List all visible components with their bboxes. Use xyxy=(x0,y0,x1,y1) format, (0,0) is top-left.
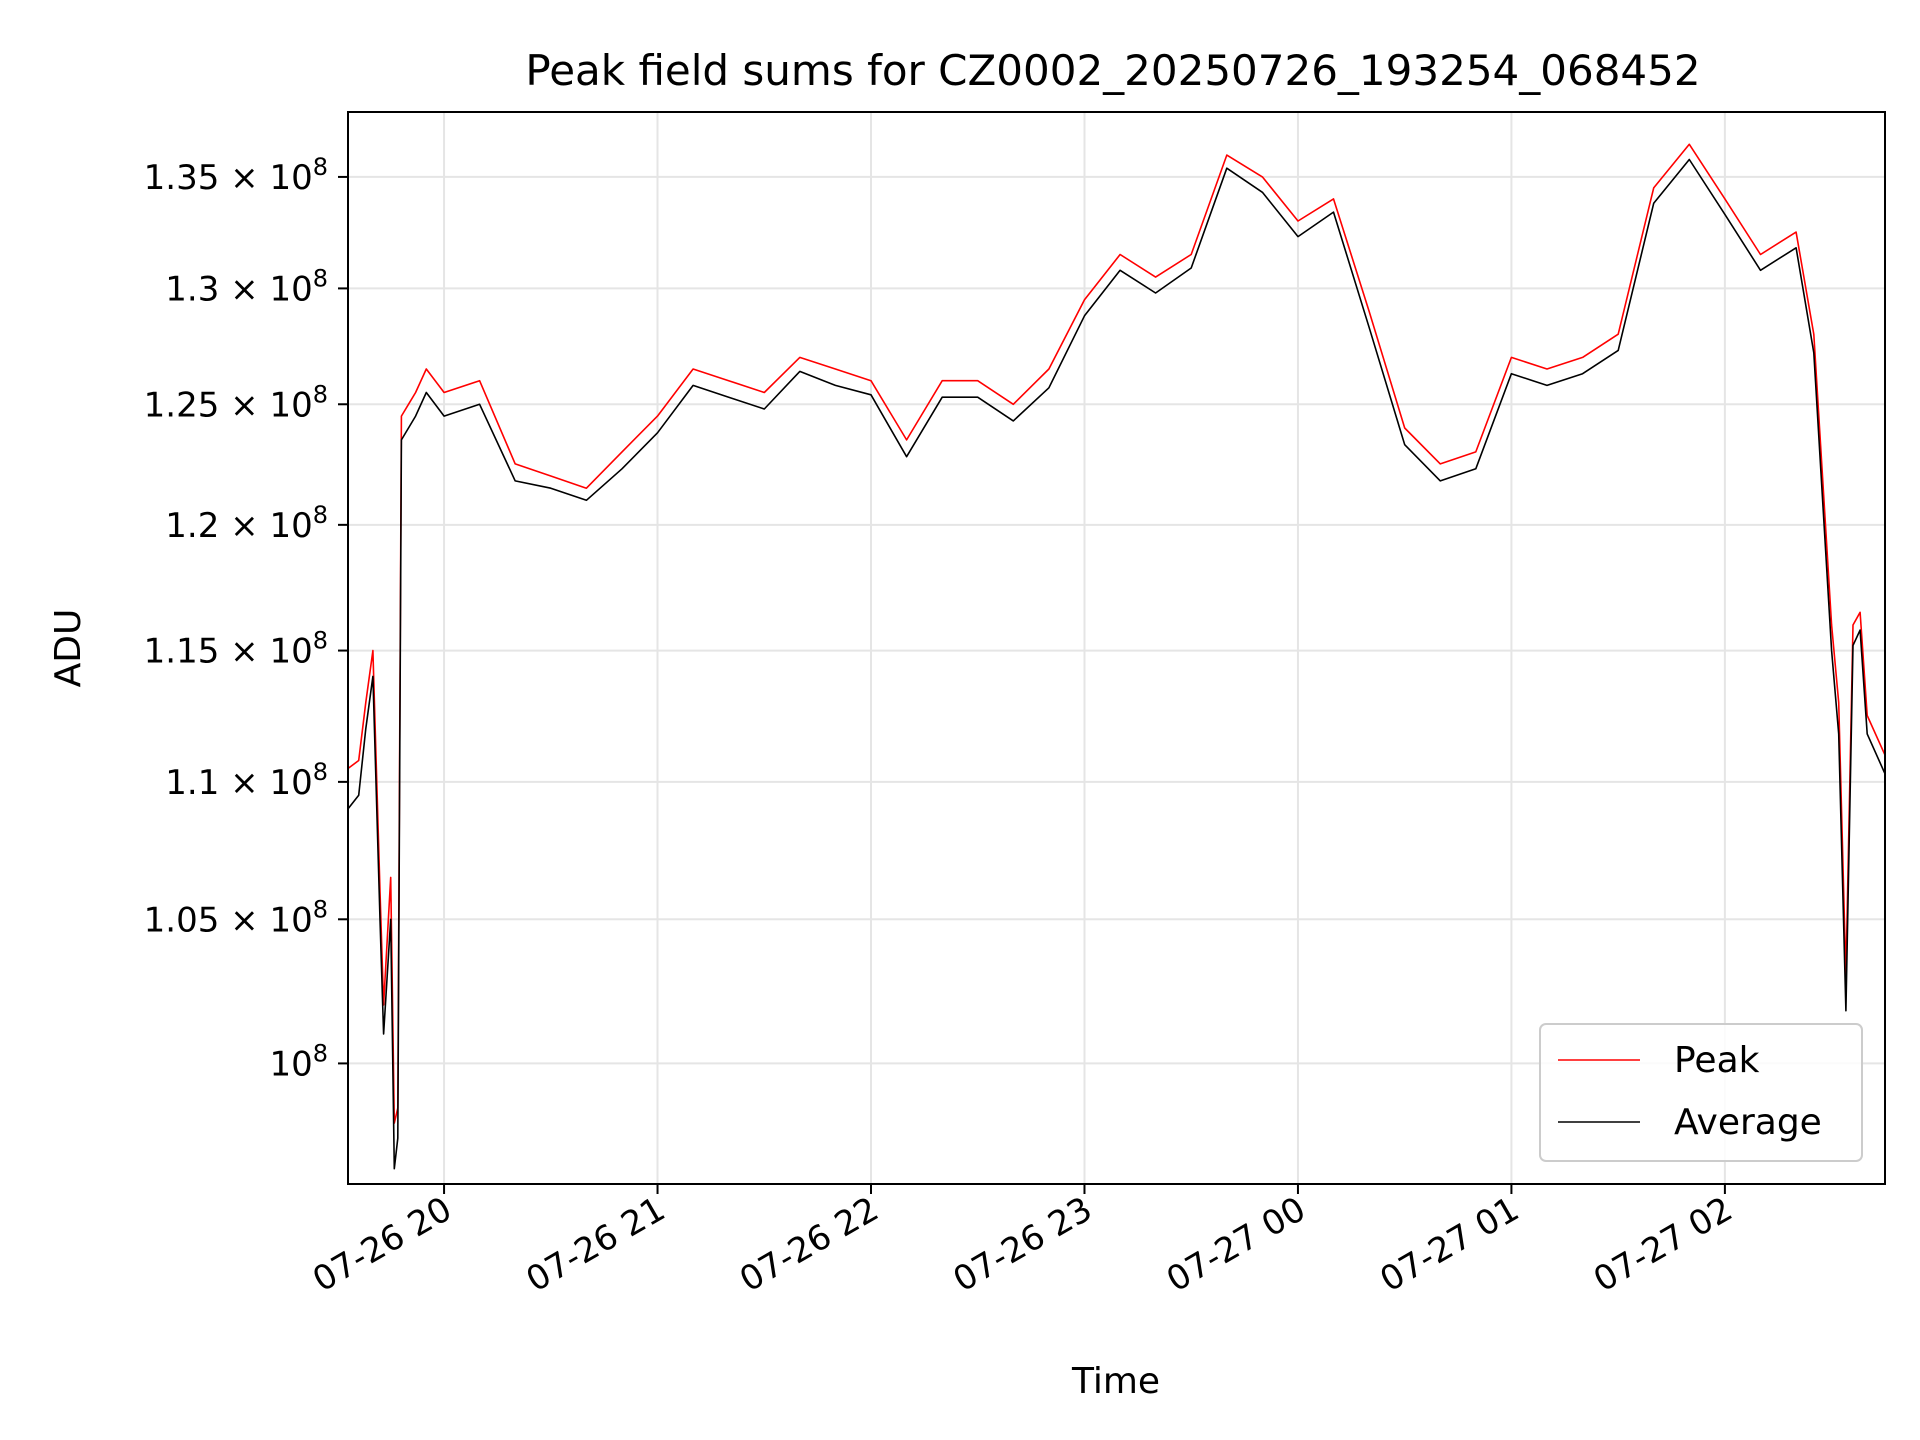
y-axis-label: ADU xyxy=(48,609,89,688)
y-tick-label: 1.05 × 108 xyxy=(144,895,328,940)
y-tick-label: 1.25 × 108 xyxy=(144,380,328,425)
legend-box xyxy=(1539,1023,1863,1162)
y-tick-label: 1.35 × 108 xyxy=(144,153,328,198)
legend-label-average: Average xyxy=(1674,1102,1822,1143)
y-tick-label: 1.15 × 108 xyxy=(144,627,328,672)
y-tick-label: 1.3 × 108 xyxy=(165,264,328,309)
series-layer xyxy=(347,143,1886,1170)
chart-title: Peak field sums for CZ0002_20250726_1932… xyxy=(525,46,1700,95)
legend: Peak Average xyxy=(1539,1023,1863,1162)
legend-label-peak: Peak xyxy=(1674,1040,1760,1081)
series-line-peak xyxy=(347,143,1886,1124)
y-tick-label: 1.1 × 108 xyxy=(165,758,328,803)
grid-lines xyxy=(348,112,1885,1184)
series-line-average xyxy=(347,158,1886,1170)
y-tick-label: 108 xyxy=(269,1039,328,1084)
plot-frame xyxy=(347,111,1886,1185)
y-axis: 108 1.05 × 108 1.1 × 108 1.15 × 108 1.2 × 10… xyxy=(144,153,348,1084)
y-tick-label: 1.2 × 108 xyxy=(165,501,328,546)
x-axis-label: Time xyxy=(1071,1361,1160,1402)
